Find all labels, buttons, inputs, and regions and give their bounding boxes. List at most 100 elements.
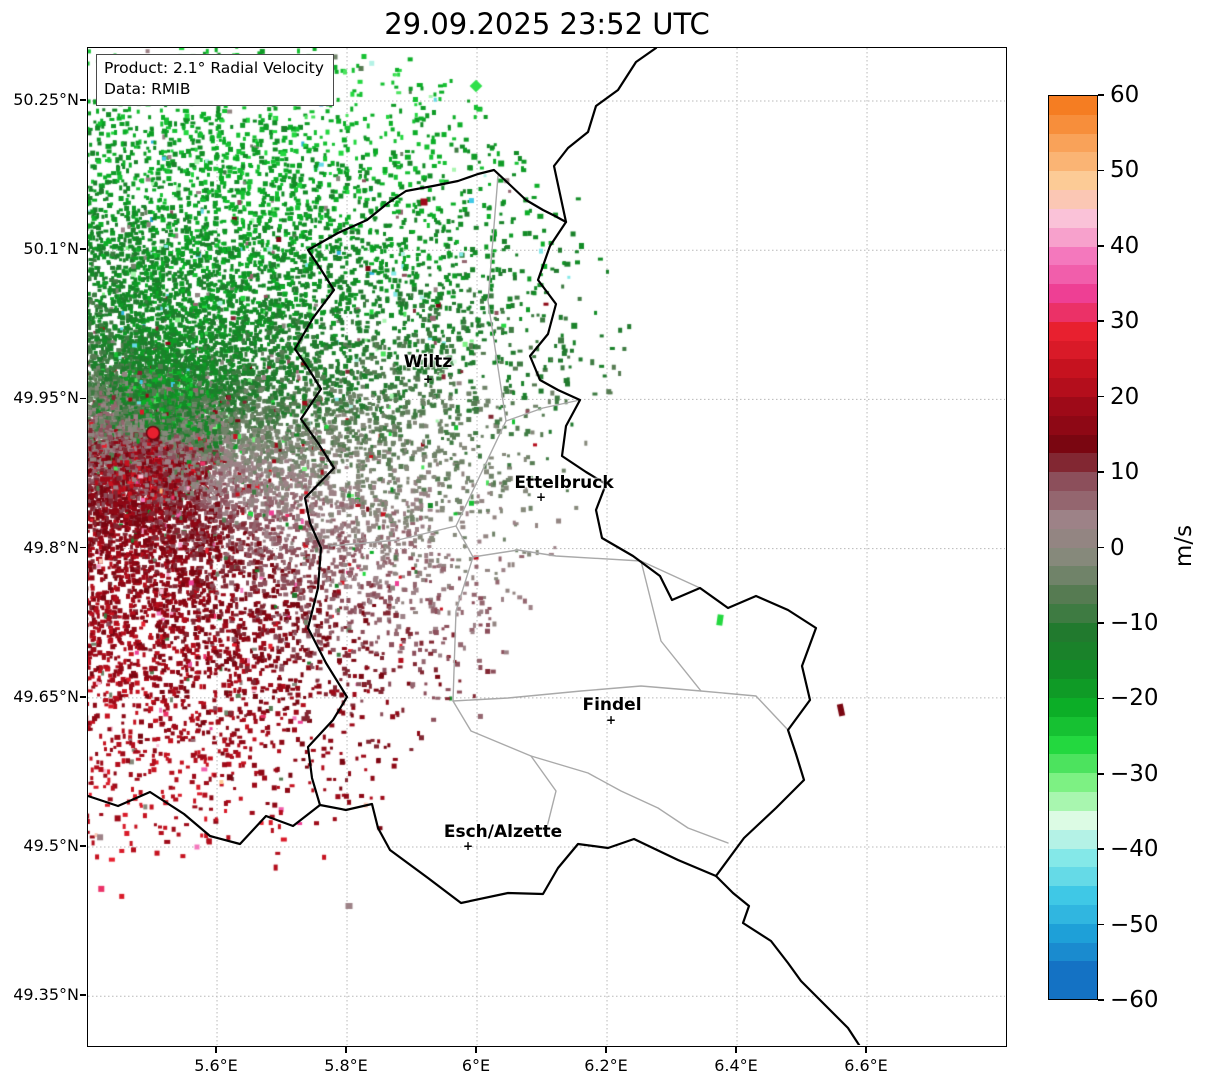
colorbar-tick-label: 60 <box>1110 82 1140 108</box>
colorbar-tick-label: −40 <box>1110 836 1159 863</box>
colorbar-band <box>1049 321 1097 341</box>
colorbar-band <box>1049 566 1097 586</box>
colorbar <box>1048 95 1098 1000</box>
colorbar-band <box>1049 152 1097 172</box>
lon-tick-label: 6.6°E <box>844 1056 888 1075</box>
colorbar-band <box>1049 547 1097 567</box>
lon-tick-mark <box>475 1047 477 1053</box>
colorbar-band <box>1049 867 1097 887</box>
lat-tick-mark <box>80 546 86 549</box>
lat-tick-label: 49.8°N <box>23 537 79 557</box>
colorbar-tick-mark <box>1098 169 1104 172</box>
regional-border <box>640 560 702 692</box>
colorbar-band <box>1049 246 1097 266</box>
colorbar-band <box>1049 265 1097 285</box>
colorbar-band <box>1049 359 1097 379</box>
lon-tick-mark <box>735 1047 737 1053</box>
colorbar-band <box>1049 208 1097 228</box>
colorbar-band <box>1049 886 1097 905</box>
colorbar-band <box>1049 810 1097 830</box>
radar-velocity-field <box>88 48 1005 1045</box>
colorbar-band <box>1049 698 1097 717</box>
colorbar-band <box>1049 397 1097 416</box>
colorbar-band <box>1049 792 1097 811</box>
colorbar-band <box>1049 284 1097 303</box>
colorbar-band <box>1049 641 1097 661</box>
city-marker: + <box>422 372 434 386</box>
city-label: Wiltz <box>403 352 453 372</box>
city-label: Ettelbruck <box>514 473 614 493</box>
lat-tick-mark <box>80 99 86 101</box>
regional-border <box>530 755 729 844</box>
lon-tick-label: 6°E <box>461 1056 491 1075</box>
city-label: Findel <box>582 695 642 715</box>
colorbar-band <box>1049 603 1097 623</box>
colorbar-band <box>1049 378 1097 397</box>
colorbar-band <box>1049 472 1097 492</box>
colorbar-band <box>1049 942 1097 962</box>
colorbar-tick-label: 10 <box>1110 459 1140 486</box>
colorbar-tick-mark <box>1098 622 1104 624</box>
colorbar-band <box>1049 980 1097 999</box>
colorbar-tick-mark <box>1098 772 1104 775</box>
city-marker: + <box>605 713 617 727</box>
colorbar-band <box>1049 133 1097 153</box>
lon-tick-mark <box>215 1047 217 1053</box>
colorbar-band <box>1049 660 1097 680</box>
lat-tick-mark <box>80 397 86 400</box>
colorbar-tick-label: 0 <box>1110 534 1125 561</box>
colorbar-gradient <box>1049 96 1097 999</box>
city-marker: + <box>535 490 547 504</box>
colorbar-band <box>1049 904 1097 924</box>
colorbar-tick-mark <box>1098 697 1104 700</box>
regional-border <box>472 549 701 589</box>
map-borders-layer <box>88 48 861 1045</box>
colorbar-tick-label: 20 <box>1110 383 1140 410</box>
colorbar-tick-mark <box>1098 999 1104 1001</box>
lat-tick-mark <box>80 248 86 250</box>
product-label: Product: 2.1° Radial Velocity <box>104 59 324 77</box>
colorbar-band <box>1049 622 1097 642</box>
lon-tick-label: 6.4°E <box>714 1056 758 1075</box>
regional-border <box>505 399 581 422</box>
colorbar-band <box>1049 829 1097 849</box>
colorbar-tick-mark <box>1098 471 1104 473</box>
colorbar-band <box>1049 96 1097 115</box>
colorbar-band <box>1049 961 1097 981</box>
lon-tick-label: 5.6°E <box>194 1056 238 1075</box>
lat-tick-label: 49.65°N <box>13 686 79 706</box>
lat-tick-label: 49.5°N <box>23 836 79 856</box>
city-marker: + <box>462 839 474 853</box>
country-border <box>293 168 818 905</box>
colorbar-tick-mark <box>1098 546 1104 549</box>
lat-tick-label: 49.35°N <box>13 985 79 1005</box>
regional-border <box>452 685 789 731</box>
figure-title: 29.09.2025 23:52 UTC <box>384 7 710 41</box>
colorbar-tick-label: −20 <box>1110 685 1159 712</box>
colorbar-tick-label: −30 <box>1110 760 1159 787</box>
colorbar-band <box>1049 716 1097 736</box>
country-border <box>714 874 861 1045</box>
colorbar-tick-mark <box>1098 848 1104 850</box>
colorbar-band <box>1049 509 1097 529</box>
colorbar-band <box>1049 227 1097 247</box>
colorbar-band <box>1049 453 1097 473</box>
data-source-label: Data: RMIB <box>104 79 191 98</box>
city-labels-layer: + Wiltz + Ettelbruck + Findel + Esch/Alzette <box>88 48 1005 1045</box>
country-border <box>88 790 322 846</box>
map-plot: + Wiltz + Ettelbruck + Findel + Esch/Alzette Pr… <box>87 47 1007 1047</box>
colorbar-tick-mark <box>1098 94 1104 96</box>
lat-tick-mark <box>80 845 86 847</box>
colorbar-band <box>1049 415 1097 435</box>
colorbar-band <box>1049 735 1097 755</box>
lat-tick-mark <box>80 994 86 996</box>
lon-tick-mark <box>345 1047 347 1053</box>
lon-tick-mark <box>605 1047 607 1053</box>
regional-border <box>330 525 457 547</box>
colorbar-tick-mark <box>1098 245 1104 247</box>
lat-tick-label: 50.1°N <box>23 239 79 259</box>
lon-tick-mark <box>865 1047 867 1053</box>
colorbar-band <box>1049 773 1097 793</box>
colorbar-tick-label: −50 <box>1110 911 1159 938</box>
colorbar-band <box>1049 848 1097 868</box>
